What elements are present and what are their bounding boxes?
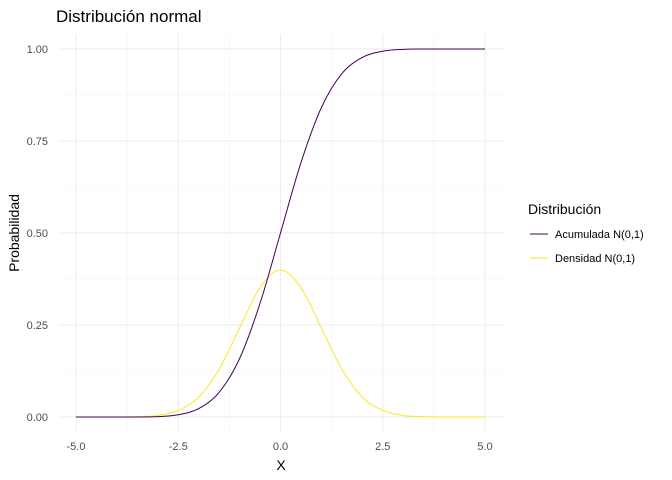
y-tick-label: 0.75 bbox=[27, 136, 48, 148]
y-tick-label: 1.00 bbox=[27, 44, 48, 56]
legend-items: Acumulada N(0,1) Densidad N(0,1) bbox=[530, 229, 644, 265]
series-lines bbox=[75, 48, 485, 418]
chart-title: Distribución normal bbox=[56, 7, 202, 26]
x-tick-label: -2.5 bbox=[169, 441, 188, 453]
legend: Distribución Acumulada N(0,1) Densidad N(… bbox=[528, 201, 644, 265]
y-tick-label: 0.25 bbox=[27, 320, 48, 332]
series-line-acumulada-n-0-1 bbox=[75, 48, 485, 418]
major-gridlines bbox=[58, 34, 505, 432]
minor-gridlines bbox=[58, 34, 505, 432]
y-axis-title: Probabilidad bbox=[6, 194, 22, 272]
legend-title: Distribución bbox=[528, 201, 601, 217]
legend-item: Acumulada N(0,1) bbox=[530, 229, 644, 241]
y-tick-label: 0.00 bbox=[27, 412, 48, 424]
y-tick-label: 0.50 bbox=[27, 228, 48, 240]
x-tick-label: 0.0 bbox=[273, 441, 288, 453]
x-tick-label: -5.0 bbox=[67, 441, 86, 453]
x-tick-label: 5.0 bbox=[477, 441, 492, 453]
legend-item: Densidad N(0,1) bbox=[530, 253, 635, 265]
x-axis-ticks: -5.0 -2.5 0.0 2.5 5.0 bbox=[67, 441, 493, 453]
legend-label: Acumulada N(0,1) bbox=[555, 229, 644, 241]
legend-label: Densidad N(0,1) bbox=[555, 253, 635, 265]
plot-area bbox=[58, 34, 505, 432]
y-axis-ticks: 0.00 0.25 0.50 0.75 1.00 bbox=[27, 44, 48, 424]
x-tick-label: 2.5 bbox=[375, 441, 390, 453]
x-axis-title: X bbox=[276, 457, 286, 473]
